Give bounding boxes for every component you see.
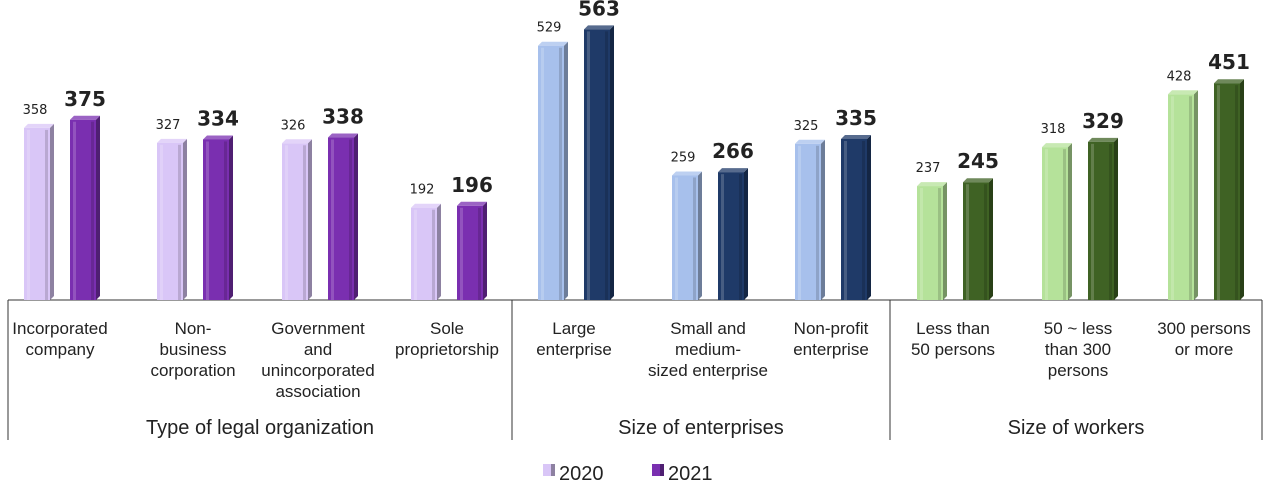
data-label-0-3-2020: 192 [410, 183, 435, 198]
bar-1-0-2020 [538, 41, 568, 301]
category-label-0-0-line-1: company [26, 340, 95, 359]
bar-1-1-2020 [672, 171, 702, 300]
bar-0-3-2021 [457, 201, 487, 300]
bar-2-1-2021 [1088, 137, 1118, 300]
category-label-1-0-line-0: Large [552, 319, 595, 338]
bar-0-0-2020 [24, 123, 54, 301]
data-label-2-1-2021: 329 [1082, 109, 1124, 133]
bar-0-2-2021 [328, 133, 358, 300]
category-label-1-2-line-1: enterprise [793, 340, 869, 359]
bar-2-0-2020 [917, 182, 947, 300]
category-label-2-1-line-2: persons [1048, 361, 1108, 380]
bar-2-2-2021 [1214, 79, 1244, 300]
category-label-1-0-line-1: enterprise [536, 340, 612, 359]
legend-item-2020: 2020 [543, 463, 604, 485]
category-label-2-1-line-0: 50 ~ less [1044, 319, 1113, 338]
bar-0-2-2020 [282, 139, 312, 300]
data-label-2-2-2020: 428 [1167, 69, 1192, 84]
category-label-1-2-line-0: Non-profit [794, 319, 869, 338]
category-label-2-0-line-1: 50 persons [911, 340, 995, 359]
category-label-0-1-line-1: business [159, 340, 226, 359]
data-label-2-0-2021: 245 [957, 149, 999, 173]
data-label-1-2-2020: 325 [794, 119, 819, 134]
category-label-0-2-line-0: Government [271, 319, 365, 338]
legend-label-2021: 2021 [668, 463, 713, 485]
bar-1-0-2021 [584, 25, 614, 300]
data-label-0-0-2020: 358 [23, 103, 48, 118]
data-label-2-2-2021: 451 [1208, 50, 1250, 74]
data-label-1-2-2021: 335 [835, 106, 877, 130]
category-label-0-2-line-2: unincorporated [261, 361, 374, 380]
group-label-2: Size of workers [1008, 417, 1145, 439]
category-label-1-1-line-2: sized enterprise [648, 361, 768, 380]
category-label-0-1-line-2: corporation [150, 361, 235, 380]
category-label-1-1-line-1: medium- [675, 340, 741, 359]
data-label-0-3-2021: 196 [451, 173, 493, 197]
data-label-2-1-2020: 318 [1041, 122, 1066, 137]
category-label-2-2-line-0: 300 persons [1157, 319, 1251, 338]
category-label-0-2-line-3: association [275, 382, 360, 401]
data-label-0-1-2020: 327 [156, 118, 181, 133]
bar-0-0-2021 [70, 115, 100, 300]
category-label-0-3-line-1: proprietorship [395, 340, 499, 359]
bar-0-1-2021 [203, 135, 233, 300]
data-label-1-0-2021: 563 [578, 0, 620, 20]
bar-1-2-2020 [795, 139, 825, 300]
legend-item-2021: 2021 [652, 463, 713, 485]
data-label-1-0-2020: 529 [537, 21, 562, 36]
category-label-0-0-line-0: Incorporated [12, 319, 107, 338]
category-label-2-1-line-1: than 300 [1045, 340, 1111, 359]
data-label-1-1-2020: 259 [671, 151, 696, 166]
category-label-1-1-line-0: Small and [670, 319, 746, 338]
bar-2-1-2020 [1042, 143, 1072, 300]
data-label-0-0-2021: 375 [64, 87, 106, 111]
data-label-2-0-2020: 237 [916, 161, 941, 176]
data-label-0-1-2021: 334 [197, 106, 239, 130]
legend-label-2020: 2020 [559, 463, 604, 485]
category-label-2-0-line-0: Less than [916, 319, 990, 338]
bar-0-1-2020 [157, 138, 187, 300]
category-label-0-2-line-1: and [304, 340, 332, 359]
bar-0-3-2020 [411, 203, 441, 300]
data-label-0-2-2020: 326 [281, 118, 306, 133]
bar-2-0-2021 [963, 178, 993, 300]
bar-2-2-2020 [1168, 90, 1198, 301]
group-label-0: Type of legal organization [146, 417, 374, 439]
group-label-1: Size of enterprises [618, 417, 784, 439]
data-label-1-1-2021: 266 [712, 139, 754, 163]
category-label-0-1-line-0: Non- [175, 319, 212, 338]
category-label-2-2-line-1: or more [1175, 340, 1234, 359]
category-label-0-3-line-0: Sole [430, 319, 464, 338]
bar-1-1-2021 [718, 168, 748, 300]
data-label-0-2-2021: 338 [322, 105, 364, 129]
bar-1-2-2021 [841, 134, 871, 300]
